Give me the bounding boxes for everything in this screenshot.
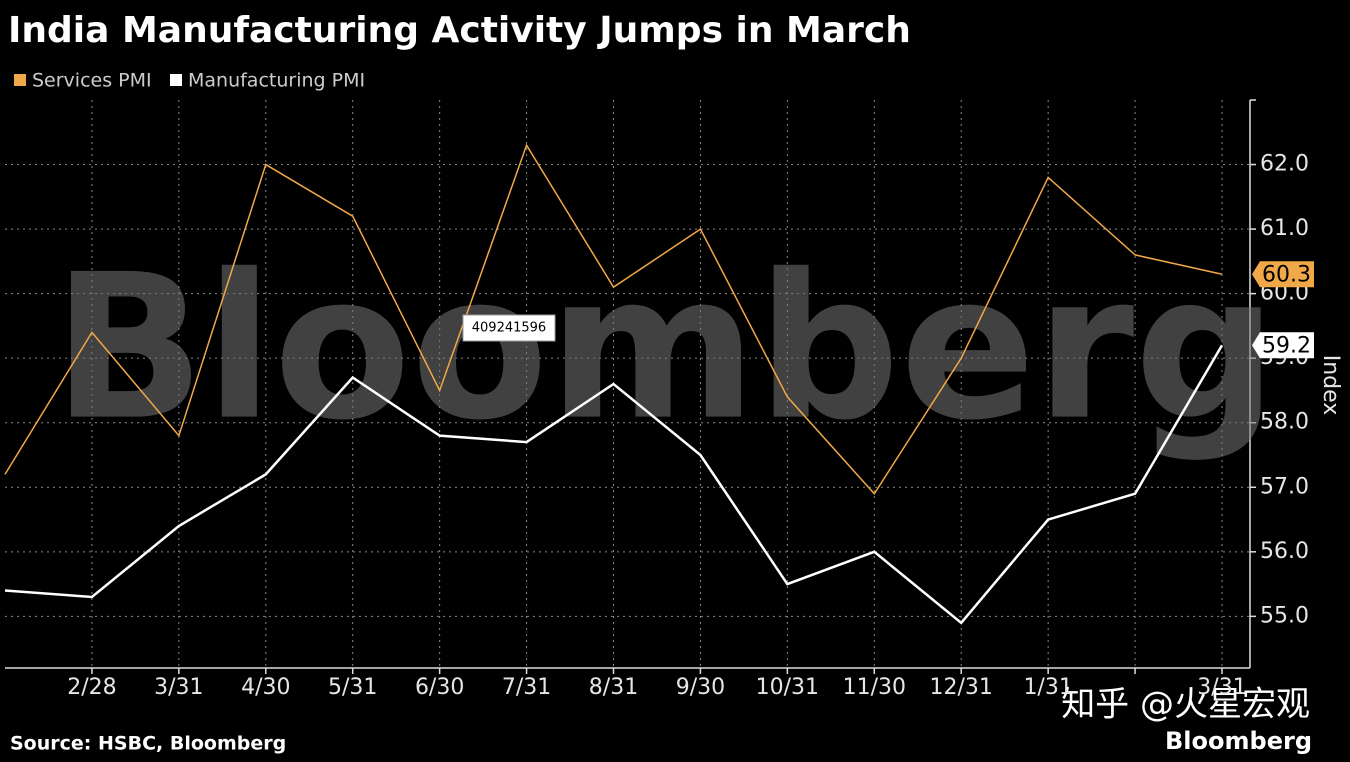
x-tick-label: 5/31 [328, 675, 377, 700]
annotation: 409241596 [472, 321, 546, 336]
legend-swatch [14, 74, 26, 86]
logo: Bloomberg [1165, 727, 1312, 755]
watermark: Bloomberg [53, 232, 1278, 465]
x-tick-label: 8/31 [589, 675, 638, 700]
x-tick-label: 12/31 [930, 675, 993, 700]
x-tick-label: 11/30 [843, 675, 906, 700]
y-tick-label: 62.0 [1260, 152, 1309, 177]
chart-title: India Manufacturing Activity Jumps in Ma… [8, 10, 911, 51]
last-value-label: 60.3 [1262, 262, 1311, 287]
x-tick-label: 4/30 [241, 675, 290, 700]
last-value-tag [1252, 261, 1314, 288]
legend-swatch [170, 74, 182, 86]
y-tick-label: 55.0 [1260, 603, 1309, 628]
y-axis-label: Index [1318, 355, 1343, 416]
last-value-label: 59.2 [1262, 333, 1311, 358]
annotation-box [462, 314, 556, 342]
watermark-text: 知乎 @火星宏观 [1061, 685, 1310, 725]
legend-label: Services PMI [32, 70, 152, 92]
x-tick-label: 3/31 [154, 675, 203, 700]
x-tick-label: 9/30 [676, 675, 725, 700]
x-tick-label: 6/30 [415, 675, 464, 700]
series-line [4, 344, 1224, 625]
y-tick-label: 57.0 [1260, 474, 1309, 499]
x-tick-label: 3/31 [1197, 675, 1246, 700]
x-tick-label: 2/28 [67, 675, 116, 700]
legend-label: Manufacturing PMI [188, 70, 365, 92]
x-tick-label: 7/31 [502, 675, 551, 700]
source: Source: HSBC, Bloomberg [10, 733, 286, 755]
y-tick-label: 61.0 [1260, 216, 1309, 241]
last-value-tag [1252, 332, 1314, 359]
y-tick-label: 56.0 [1260, 539, 1309, 564]
x-tick-label: 10/31 [756, 675, 819, 700]
series-line [4, 143, 1223, 495]
y-tick-label: 58.0 [1260, 410, 1309, 435]
x-tick-label: 1/31 [1023, 675, 1072, 700]
